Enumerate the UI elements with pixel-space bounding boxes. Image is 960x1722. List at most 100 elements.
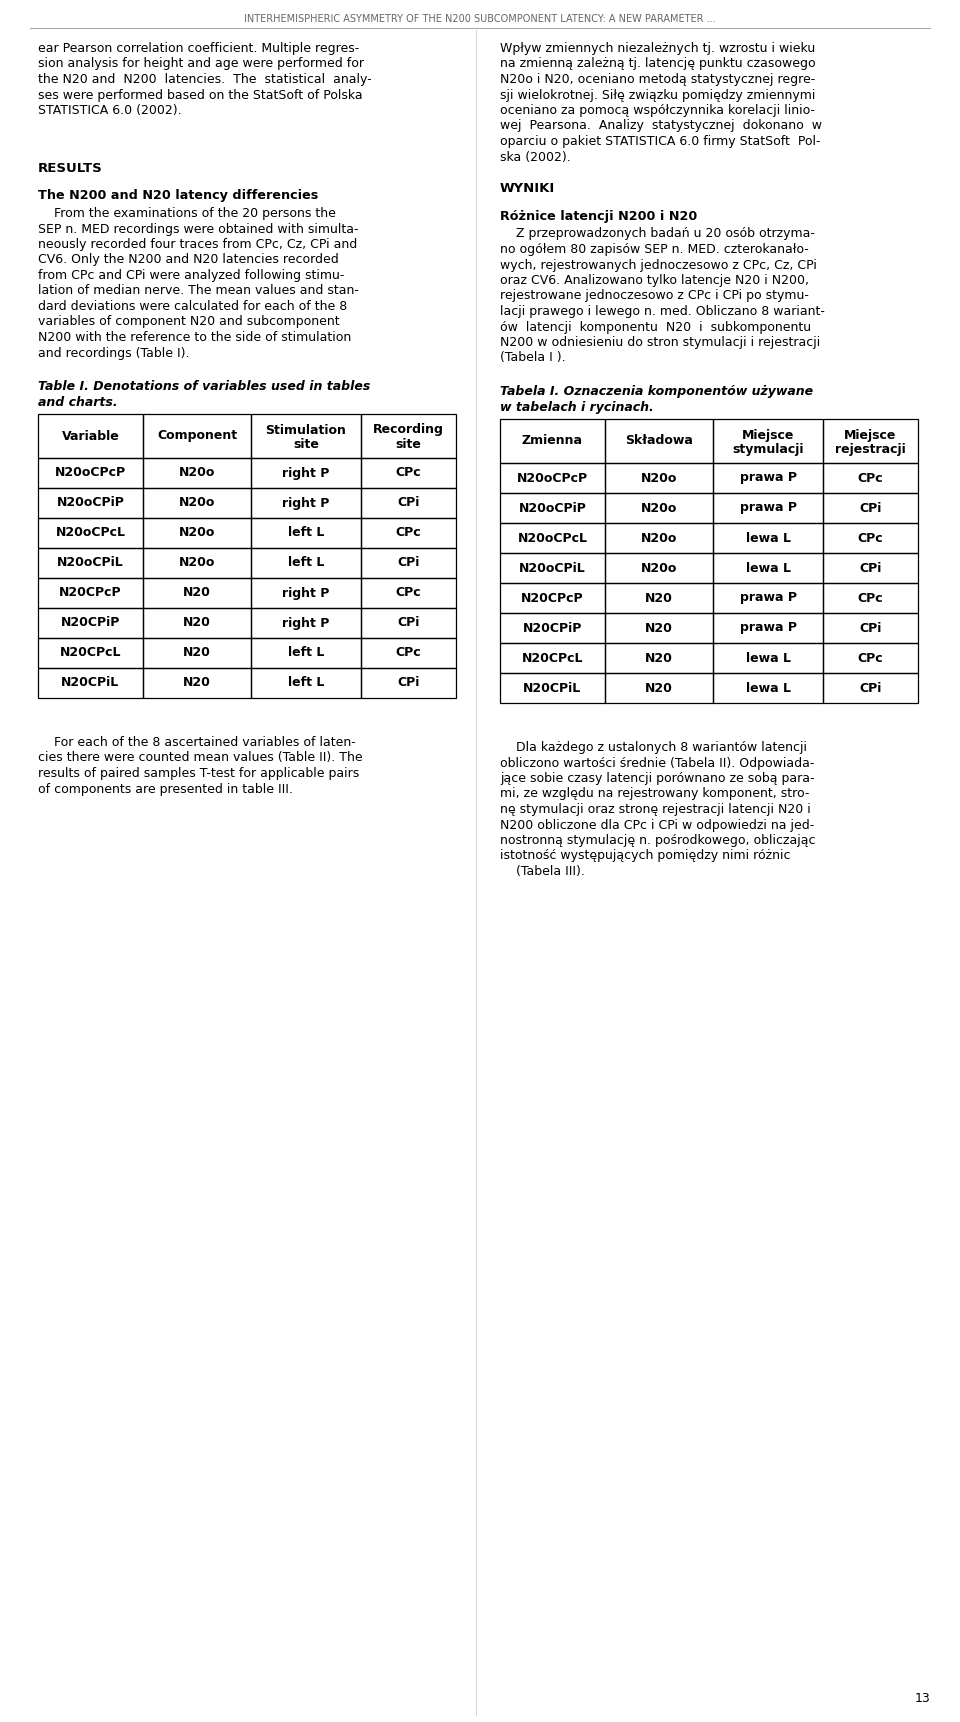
Bar (251, 518, 361, 548)
Text: Miejsce: Miejsce (844, 429, 897, 441)
Bar (500, 613, 605, 642)
Text: SEP n. MED recordings were obtained with simulta-: SEP n. MED recordings were obtained with… (38, 222, 358, 236)
Text: CPc: CPc (857, 651, 883, 665)
Text: no ogółem 80 zapisów SEP n. MED. czterokanało-: no ogółem 80 zapisów SEP n. MED. czterok… (500, 243, 808, 257)
Text: N20: N20 (645, 682, 673, 694)
Text: nę stymulacji oraz stronę rejestracji latencji N20 i: nę stymulacji oraz stronę rejestracji la… (500, 802, 811, 816)
Text: left L: left L (288, 527, 324, 539)
Text: N20: N20 (183, 587, 211, 599)
Text: prawa P: prawa P (739, 591, 797, 604)
Text: lewa L: lewa L (746, 682, 790, 694)
Text: CPc: CPc (396, 587, 421, 599)
Text: N20CPcL: N20CPcL (60, 646, 121, 660)
Text: of components are presented in table III.: of components are presented in table III… (38, 782, 293, 796)
Bar (251, 579, 361, 608)
Text: N20o: N20o (179, 496, 215, 510)
Bar (823, 418, 918, 463)
Bar (361, 579, 456, 608)
Text: Miejsce: Miejsce (742, 429, 794, 441)
Text: lation of median nerve. The mean values and stan-: lation of median nerve. The mean values … (38, 284, 359, 298)
Text: left L: left L (288, 556, 324, 570)
Text: left L: left L (288, 677, 324, 689)
Text: and recordings (Table I).: and recordings (Table I). (38, 346, 189, 360)
Bar (38, 637, 143, 668)
Bar (823, 553, 918, 584)
Bar (605, 613, 713, 642)
Text: CV6. Only the N200 and N20 latencies recorded: CV6. Only the N200 and N20 latencies rec… (38, 253, 339, 267)
Text: CPc: CPc (396, 527, 421, 539)
Text: ów  latencji  komponentu  N20  i  subkomponentu: ów latencji komponentu N20 i subkomponen… (500, 320, 811, 334)
Text: N20o: N20o (179, 556, 215, 570)
Text: Stimulation: Stimulation (266, 424, 347, 436)
Bar (605, 492, 713, 523)
Text: CPc: CPc (857, 532, 883, 544)
Bar (361, 458, 456, 487)
Bar (823, 463, 918, 492)
Text: RESULTS: RESULTS (38, 162, 103, 174)
Text: variables of component N20 and subcomponent: variables of component N20 and subcompon… (38, 315, 340, 329)
Text: oraz CV6. Analizowano tylko latencje N20 i N200,: oraz CV6. Analizowano tylko latencje N20… (500, 274, 809, 288)
Text: w tabelach i rycinach.: w tabelach i rycinach. (500, 401, 654, 413)
Text: N20CPcP: N20CPcP (521, 591, 584, 604)
Bar (251, 668, 361, 697)
Bar (251, 608, 361, 637)
Bar (143, 458, 251, 487)
Bar (38, 608, 143, 637)
Text: N20o: N20o (179, 467, 215, 479)
Text: Table I. Denotations of variables used in tables: Table I. Denotations of variables used i… (38, 381, 371, 393)
Text: N20CPiP: N20CPiP (60, 616, 120, 630)
Bar (361, 413, 456, 458)
Text: CPi: CPi (397, 677, 420, 689)
Text: jące sobie czasy latencji porównano ze sobą para-: jące sobie czasy latencji porównano ze s… (500, 771, 814, 785)
Bar (251, 458, 361, 487)
Text: CPi: CPi (859, 622, 881, 634)
Text: lewa L: lewa L (746, 532, 790, 544)
Bar (143, 668, 251, 697)
Text: CPi: CPi (859, 501, 881, 515)
Text: prawa P: prawa P (739, 622, 797, 634)
Bar (500, 553, 605, 584)
Text: neously recorded four traces from CPc, Cz, CPi and: neously recorded four traces from CPc, C… (38, 238, 357, 251)
Text: Tabela I. Oznaczenia komponentów używane: Tabela I. Oznaczenia komponentów używane (500, 386, 813, 398)
Text: oparciu o pakiet STATISTICA 6.0 firmy StatSoft  Pol-: oparciu o pakiet STATISTICA 6.0 firmy St… (500, 134, 821, 148)
Bar (361, 548, 456, 579)
Text: N200 with the reference to the side of stimulation: N200 with the reference to the side of s… (38, 331, 351, 344)
Text: N20: N20 (183, 616, 211, 630)
Text: CPc: CPc (396, 467, 421, 479)
Bar (361, 668, 456, 697)
Bar (251, 487, 361, 518)
Text: N20o: N20o (179, 527, 215, 539)
Bar (713, 584, 823, 613)
Text: CPc: CPc (396, 646, 421, 660)
Text: N20: N20 (645, 651, 673, 665)
Text: site: site (396, 437, 421, 451)
Text: CPi: CPi (397, 616, 420, 630)
Bar (713, 523, 823, 553)
Bar (500, 673, 605, 703)
Text: (Tabela I ).: (Tabela I ). (500, 351, 565, 365)
Bar (713, 613, 823, 642)
Text: STATISTICA 6.0 (2002).: STATISTICA 6.0 (2002). (38, 103, 181, 117)
Text: N200 w odniesieniu do stron stymulacji i rejestracji: N200 w odniesieniu do stron stymulacji i… (500, 336, 820, 350)
Text: cies there were counted mean values (Table II). The: cies there were counted mean values (Tab… (38, 751, 363, 765)
Text: right P: right P (282, 496, 329, 510)
Bar (143, 579, 251, 608)
Bar (713, 673, 823, 703)
Text: N20: N20 (183, 646, 211, 660)
Text: and charts.: and charts. (38, 396, 118, 408)
Bar (143, 608, 251, 637)
Text: mi, ze względu na rejestrowany komponent, stro-: mi, ze względu na rejestrowany komponent… (500, 787, 809, 801)
Text: prawa P: prawa P (739, 472, 797, 484)
Text: N20oCPcL: N20oCPcL (517, 532, 588, 544)
Text: right P: right P (282, 616, 329, 630)
Text: Recording: Recording (373, 424, 444, 436)
Text: Component: Component (156, 429, 237, 443)
Text: na zmienną zależną tj. latencję punktu czasowego: na zmienną zależną tj. latencję punktu c… (500, 57, 816, 71)
Bar (361, 637, 456, 668)
Text: From the examinations of the 20 persons the: From the examinations of the 20 persons … (38, 207, 336, 220)
Text: lewa L: lewa L (746, 651, 790, 665)
Text: wych, rejestrowanych jednoczesowo z CPc, Cz, CPi: wych, rejestrowanych jednoczesowo z CPc,… (500, 258, 817, 272)
Text: N20oCPiP: N20oCPiP (57, 496, 125, 510)
Text: N20oCPcL: N20oCPcL (56, 527, 126, 539)
Text: N20CPcL: N20CPcL (521, 651, 584, 665)
